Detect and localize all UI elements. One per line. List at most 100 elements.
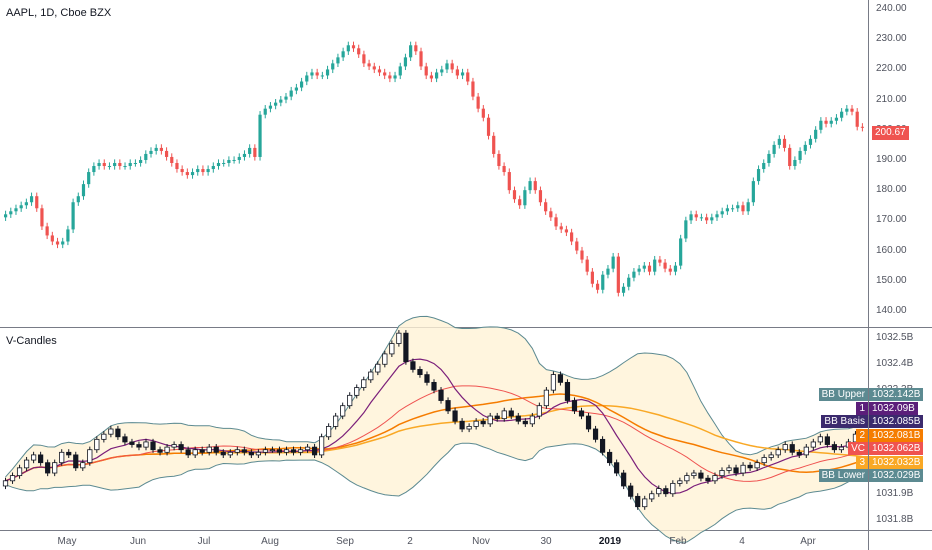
- price-candle: [258, 114, 262, 157]
- price-candle: [819, 120, 823, 130]
- price-candle: [237, 156, 241, 160]
- indicator-candle: [87, 449, 93, 464]
- price-candle: [429, 75, 434, 79]
- price-candle: [315, 72, 319, 76]
- price-tick-label: 150.00: [876, 274, 907, 286]
- time-tick-label: Jun: [129, 536, 147, 547]
- price-candle: [419, 51, 423, 67]
- indicator-candle: [199, 449, 205, 453]
- indicator-candle: [529, 415, 535, 425]
- indicator-candle: [150, 441, 156, 451]
- indicator-candle: [635, 495, 641, 508]
- indicator-candle: [431, 381, 437, 391]
- price-candle: [627, 277, 631, 287]
- price-candle: [107, 166, 112, 168]
- indicator-candle: [220, 451, 226, 456]
- price-candle: [720, 211, 724, 215]
- price-tick-label: 240.00: [876, 3, 907, 15]
- price-candle: [699, 217, 704, 219]
- price-candle: [497, 153, 501, 167]
- indicator-candle: [677, 480, 683, 484]
- indicator-candle: [164, 446, 170, 453]
- indicator-candle: [396, 332, 402, 344]
- price-tick-label: 160.00: [876, 244, 907, 256]
- indicator-candle: [747, 464, 753, 469]
- indicator-candle: [621, 472, 627, 487]
- price-candle: [850, 108, 854, 112]
- price-candle: [139, 159, 143, 163]
- indicator-candle: [73, 454, 79, 469]
- price-candle: [35, 196, 39, 209]
- price-candle: [434, 72, 439, 79]
- indicator-candle: [803, 446, 809, 456]
- price-candle: [855, 111, 859, 127]
- indicator-candle: [417, 369, 423, 376]
- price-candle: [164, 150, 169, 157]
- indicator-candle: [319, 436, 325, 456]
- price-candle: [284, 96, 288, 100]
- time-tick-label: 2: [407, 536, 413, 547]
- indicator-candle: [670, 482, 676, 495]
- price-candle: [590, 271, 594, 284]
- indicator-candle: [340, 405, 346, 417]
- indicator-candle: [185, 449, 191, 456]
- price-candle: [777, 138, 781, 145]
- indicator-candle: [248, 451, 254, 456]
- time-tick-label: Jul: [197, 536, 211, 547]
- indicator-candle: [578, 410, 585, 417]
- indicator-candle: [733, 467, 739, 474]
- indicator-candle: [410, 361, 416, 370]
- indicator-candle: [382, 353, 388, 365]
- price-candle: [736, 205, 740, 209]
- time-tick-label: 30: [540, 536, 552, 547]
- price-candle: [751, 181, 755, 203]
- indicator-candle: [466, 426, 472, 430]
- price-candle: [564, 229, 569, 233]
- indicator-candle: [23, 459, 30, 469]
- price-candle: [190, 172, 195, 176]
- indicator-candle: [80, 462, 86, 469]
- indicator-tag-label: 3: [856, 455, 868, 469]
- indicator-candle: [38, 454, 44, 464]
- indicator-title[interactable]: V-Candles: [6, 335, 57, 347]
- ma-2-line: [5, 393, 863, 482]
- indicator-candle: [571, 400, 578, 412]
- price-candle: [357, 48, 361, 55]
- indicator-candle: [122, 436, 128, 443]
- price-candle: [580, 250, 584, 260]
- price-candle: [377, 69, 382, 73]
- price-candle: [170, 156, 174, 163]
- price-candle: [274, 102, 278, 106]
- indicator-candle: [494, 415, 500, 420]
- indicator-tag-value: 1032.032B: [869, 455, 924, 469]
- price-candle: [336, 57, 340, 64]
- price-candle: [159, 147, 163, 151]
- indicator-candle: [585, 415, 592, 430]
- symbol-title[interactable]: AAPL, 1D, Cboe BZX: [6, 7, 112, 19]
- price-candle: [242, 153, 247, 157]
- price-candle: [268, 105, 273, 109]
- price-candle: [149, 150, 153, 154]
- price-candle: [289, 90, 293, 97]
- indicator-tag-label: VC: [848, 442, 868, 455]
- indicator-candle: [375, 363, 381, 373]
- price-candle: [232, 159, 236, 161]
- time-tick-label: Aug: [261, 536, 279, 547]
- price-candle: [222, 163, 226, 164]
- indicator-candle: [487, 415, 493, 425]
- price-candle: [279, 99, 283, 103]
- indicator-candle: [368, 371, 374, 381]
- price-candle: [341, 51, 345, 58]
- indicator-candle: [136, 444, 142, 448]
- price-candle: [383, 72, 387, 76]
- price-candle: [762, 163, 766, 170]
- price-candle: [388, 75, 392, 79]
- indicator-tag-label: BB Upper: [818, 388, 868, 401]
- price-candle: [606, 268, 610, 275]
- indicator-candle: [684, 475, 690, 482]
- price-candle: [653, 259, 657, 272]
- indicator-candle: [283, 449, 290, 453]
- price-tick-label: 210.00: [876, 93, 907, 105]
